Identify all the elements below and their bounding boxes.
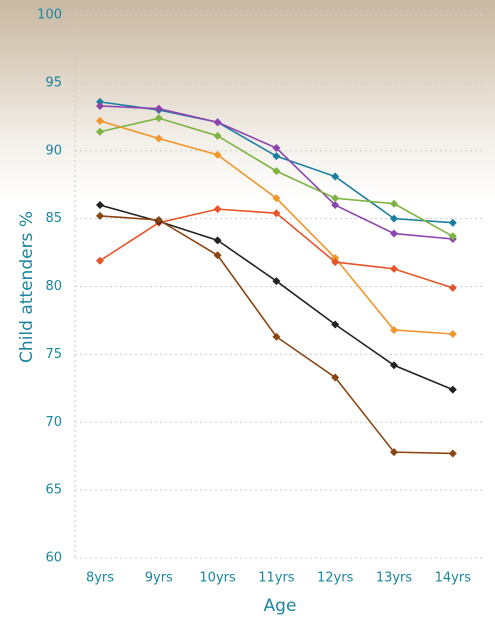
data-point xyxy=(448,218,457,227)
data-point xyxy=(390,361,398,370)
data-point xyxy=(96,116,104,125)
y-tick-label: 95 xyxy=(45,75,62,90)
data-point xyxy=(331,253,340,262)
data-point xyxy=(448,449,457,458)
data-point xyxy=(96,97,104,106)
data-point xyxy=(154,215,163,224)
x-tick-label: 13yrs xyxy=(376,571,413,586)
x-tick-label: 8yrs xyxy=(86,571,114,586)
data-point xyxy=(272,277,281,286)
y-tick-label: 65 xyxy=(45,483,62,498)
data-point xyxy=(331,320,340,329)
data-point xyxy=(154,134,163,143)
y-axis-title: Child attenders % xyxy=(17,211,37,363)
x-tick-label: 10yrs xyxy=(199,571,236,586)
x-tick-label: 11yrs xyxy=(258,571,295,586)
y-tick-label: 80 xyxy=(45,279,62,294)
data-point xyxy=(213,118,222,127)
data-point xyxy=(390,448,398,457)
data-point xyxy=(272,194,281,203)
data-point xyxy=(448,330,457,339)
data-point xyxy=(96,127,104,136)
data-point xyxy=(390,325,398,334)
data-point xyxy=(331,194,340,203)
data-point xyxy=(448,283,457,292)
data-point xyxy=(96,256,104,265)
y-tick-label: 90 xyxy=(45,143,62,158)
data-point xyxy=(390,264,398,273)
data-point xyxy=(96,101,104,110)
data-point xyxy=(448,232,457,241)
data-point xyxy=(331,373,340,382)
data-point xyxy=(213,150,222,159)
data-point xyxy=(154,114,163,123)
data-point xyxy=(213,236,222,245)
background-photo xyxy=(0,0,495,200)
data-point xyxy=(331,201,340,210)
data-point xyxy=(390,229,398,238)
data-point xyxy=(272,167,281,176)
series-line xyxy=(99,208,454,289)
y-tick-label: 75 xyxy=(45,347,62,362)
data-point xyxy=(272,209,281,218)
data-point xyxy=(213,251,222,260)
series-line xyxy=(99,204,454,391)
data-point xyxy=(272,332,281,341)
data-point xyxy=(213,131,222,140)
data-point xyxy=(272,144,281,153)
data-point xyxy=(448,385,457,394)
data-point xyxy=(331,258,340,267)
data-point xyxy=(390,199,398,208)
x-tick-label: 9yrs xyxy=(145,571,173,586)
data-point xyxy=(331,172,340,181)
data-point xyxy=(96,201,104,210)
x-axis-title: Age xyxy=(264,596,297,616)
y-tick-label: 85 xyxy=(45,211,62,226)
x-tick-label: 12yrs xyxy=(317,571,354,586)
x-tick-label: 14yrs xyxy=(435,571,472,586)
data-point xyxy=(390,214,398,223)
data-point xyxy=(213,205,222,214)
y-tick-label: 100 xyxy=(37,8,62,23)
y-tick-label: 60 xyxy=(45,551,62,566)
y-tick-label: 70 xyxy=(45,415,62,430)
data-point xyxy=(96,211,104,220)
data-point xyxy=(154,104,163,113)
data-point xyxy=(272,152,281,161)
